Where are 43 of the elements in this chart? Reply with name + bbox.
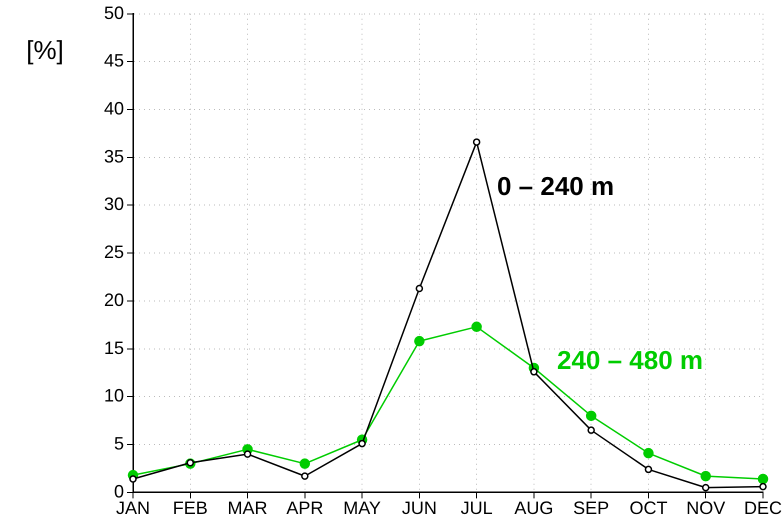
point — [186, 458, 194, 466]
point — [758, 474, 768, 484]
x-tick-label: JUN — [402, 498, 437, 518]
point — [472, 138, 480, 146]
y-axis-title: [%] — [26, 35, 64, 66]
y-tick-label: 10 — [104, 386, 124, 406]
y-tick-label: 5 — [114, 434, 124, 454]
x-tick-label: DEC — [744, 498, 782, 518]
y-tick-label: 45 — [104, 50, 124, 71]
x-tick-label: MAY — [343, 498, 381, 518]
point — [587, 426, 595, 434]
y-tick-label: 15 — [104, 338, 124, 358]
point — [530, 368, 538, 376]
x-tick-label: JUL — [460, 498, 493, 518]
point — [702, 484, 710, 492]
y-tick-label: 25 — [104, 242, 124, 262]
series-label: 0 – 240 m — [497, 171, 614, 202]
point — [244, 450, 252, 458]
x-tick-label: MAR — [228, 498, 268, 518]
x-tick-label: APR — [286, 498, 324, 518]
point — [300, 458, 310, 469]
point — [586, 410, 596, 422]
x-tick-label: FEB — [172, 498, 208, 518]
x-tick-label: NOV — [686, 498, 726, 518]
point — [416, 284, 424, 292]
y-tick-label: 50 — [104, 2, 124, 23]
point — [301, 472, 309, 480]
y-tick-label: 20 — [104, 290, 124, 310]
series-label: 240 – 480 m — [557, 345, 704, 376]
x-tick-label: OCT — [629, 498, 668, 518]
point — [471, 322, 482, 332]
point — [759, 482, 767, 490]
point — [700, 470, 711, 482]
point — [643, 448, 654, 458]
point — [358, 440, 366, 448]
y-tick-label: 30 — [104, 194, 124, 214]
point — [129, 475, 137, 483]
x-tick-label: SEP — [573, 498, 610, 518]
y-tick-label: 40 — [104, 98, 124, 118]
point — [414, 336, 425, 346]
y-tick-label: 35 — [104, 146, 124, 166]
x-tick-label: AUG — [514, 498, 554, 518]
point — [644, 466, 652, 474]
